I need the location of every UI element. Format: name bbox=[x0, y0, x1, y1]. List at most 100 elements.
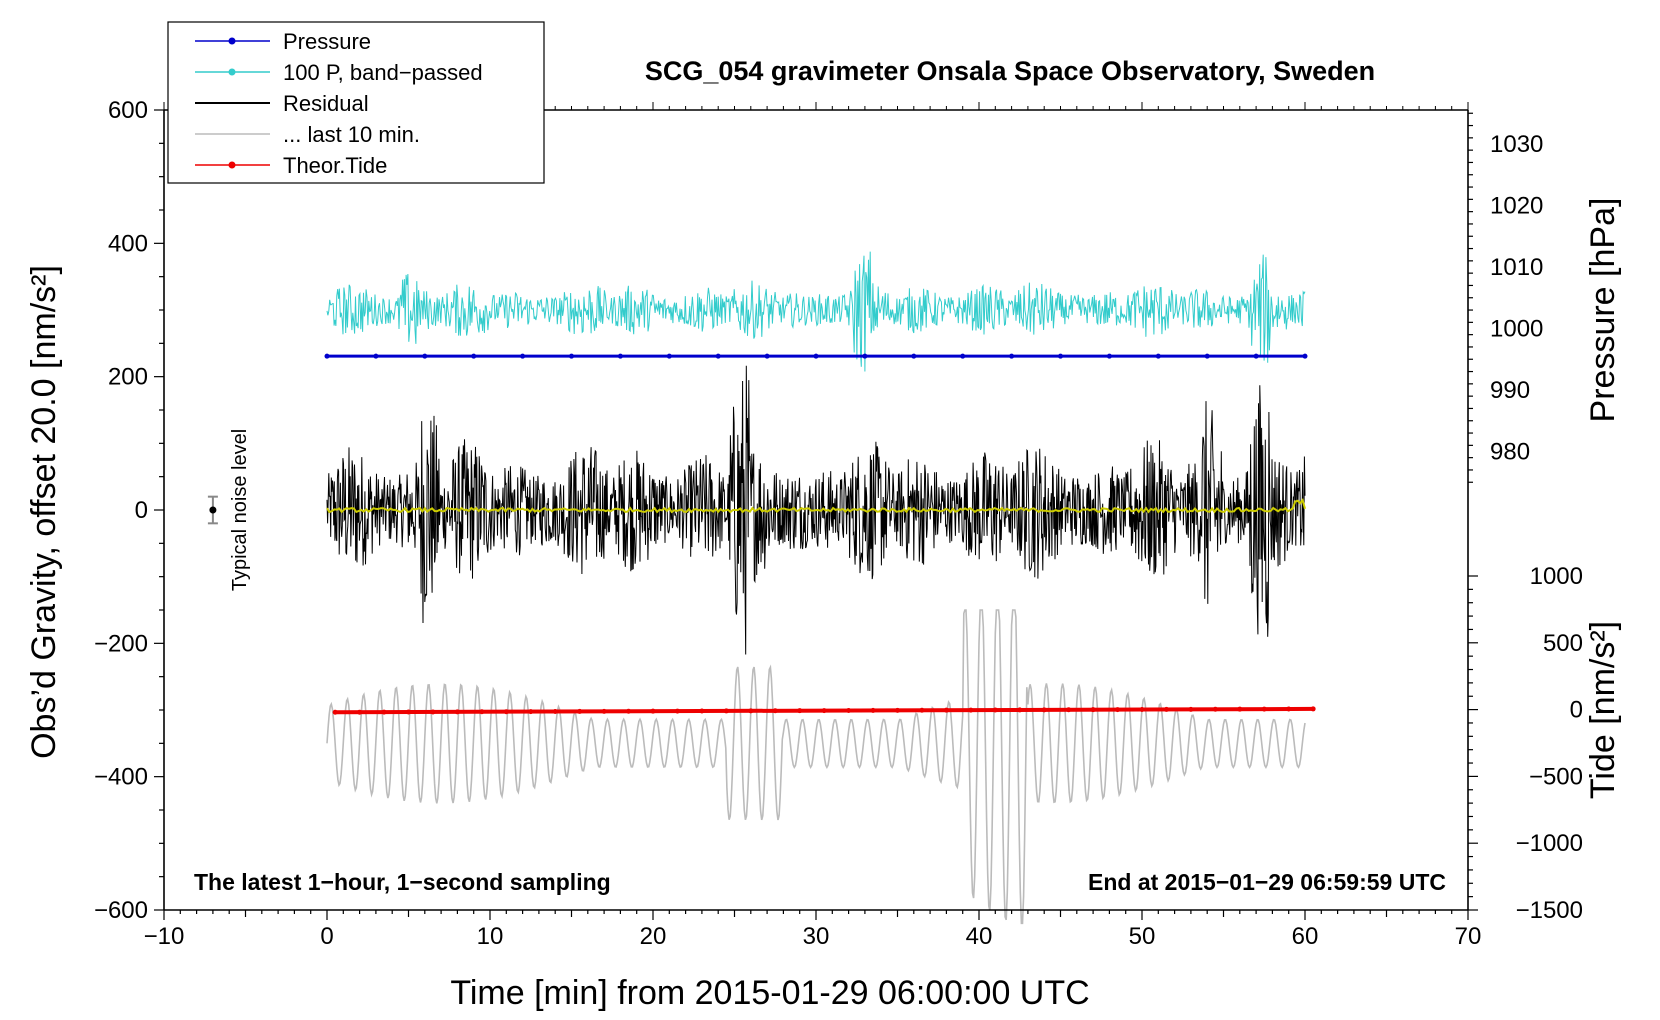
pressure-tick-label: 1010 bbox=[1490, 254, 1543, 281]
series-pressure-point bbox=[1106, 353, 1112, 359]
y-axis-label-tide: Tide [nm/s²] bbox=[1584, 621, 1622, 799]
y-tick-label: −400 bbox=[94, 764, 148, 791]
series-pressure-point bbox=[666, 353, 672, 359]
y-tick-label: −600 bbox=[94, 897, 148, 924]
series-tide-point bbox=[919, 707, 925, 713]
series-tide-point bbox=[332, 709, 338, 715]
series-tide-point bbox=[1261, 706, 1267, 712]
legend-label: Residual bbox=[283, 91, 369, 116]
series-tide-point bbox=[895, 707, 900, 713]
series-tide-point bbox=[1237, 706, 1243, 712]
pressure-tick-label: 1030 bbox=[1490, 131, 1543, 158]
series-pressure-point bbox=[960, 353, 966, 359]
annotation-bottom-left: The latest 1−hour, 1−second sampling bbox=[194, 869, 611, 895]
series-tide-point bbox=[552, 709, 558, 715]
series-tide-point bbox=[528, 709, 534, 715]
series-tide-point bbox=[699, 708, 705, 714]
y-tick-label: 400 bbox=[108, 230, 148, 257]
series-tide-point bbox=[577, 708, 583, 714]
series-tide-point bbox=[846, 708, 852, 714]
series-bandpassed-line bbox=[326, 251, 1306, 372]
series-pressure-point bbox=[617, 353, 623, 359]
x-tick-label: 40 bbox=[966, 923, 993, 950]
series-pressure-point bbox=[1204, 353, 1210, 359]
legend-label: 100 P, band−passed bbox=[283, 60, 483, 85]
chart-title: SCG_054 gravimeter Onsala Space Observat… bbox=[645, 56, 1375, 86]
series-tide-point bbox=[430, 709, 436, 715]
series-tide-point bbox=[1139, 707, 1145, 713]
legend-label: ... last 10 min. bbox=[283, 122, 420, 147]
annotation-bottom-right: End at 2015−01−29 06:59:59 UTC bbox=[1088, 869, 1446, 895]
series-pressure-point bbox=[1302, 353, 1308, 359]
x-tick-label: 50 bbox=[1129, 923, 1156, 950]
legend-label: Theor.Tide bbox=[283, 153, 387, 178]
x-tick-label: 0 bbox=[320, 923, 333, 950]
series-pressure-point bbox=[1058, 353, 1063, 359]
series-residual-smoothed-line bbox=[326, 498, 1306, 514]
series-pressure-point bbox=[324, 353, 330, 359]
tide-tick-label: −1000 bbox=[1516, 830, 1583, 857]
series-tide-point bbox=[723, 708, 729, 714]
series-tide-point bbox=[1212, 706, 1218, 712]
legend-marker bbox=[228, 37, 236, 45]
pressure-tick-label: 1020 bbox=[1490, 193, 1543, 220]
x-axis-label: Time [min] from 2015-01-29 06:00:00 UTC bbox=[450, 974, 1089, 1012]
tide-tick-label: 500 bbox=[1543, 630, 1583, 657]
y-tick-label: 0 bbox=[135, 497, 148, 524]
series-tide-point bbox=[1310, 706, 1316, 712]
series-pressure-point bbox=[813, 353, 819, 359]
series-layer bbox=[324, 251, 1316, 925]
series-pressure-point bbox=[1009, 353, 1015, 359]
x-tick-label: 10 bbox=[477, 923, 504, 950]
legend: Pressure 100 P, band−passed Residual ... la… bbox=[167, 21, 545, 184]
legend-marker bbox=[228, 161, 236, 169]
series-pressure-point bbox=[1253, 353, 1259, 359]
series-tide-point bbox=[357, 709, 363, 715]
noise-label: Typical noise level bbox=[229, 429, 251, 591]
series-pressure-point bbox=[764, 353, 770, 359]
y-axis-label-left: Obs’d Gravity, offset 20.0 [nm/s²] bbox=[25, 265, 63, 759]
pressure-tick-label: 1000 bbox=[1490, 316, 1543, 343]
x-tick-label: 70 bbox=[1455, 923, 1482, 950]
series-tide-point bbox=[1188, 706, 1194, 712]
series-tide-point bbox=[870, 707, 876, 713]
series-pressure-point bbox=[911, 353, 917, 359]
series-tide-point bbox=[1115, 707, 1121, 713]
series-tide-point bbox=[454, 709, 460, 715]
series-pressure-point bbox=[1155, 353, 1161, 359]
y-tick-label: 200 bbox=[108, 364, 148, 391]
series-tide-point bbox=[1066, 707, 1072, 713]
pressure-tick-label: 980 bbox=[1490, 439, 1530, 466]
series-pressure-point bbox=[373, 353, 379, 359]
series-tide-point bbox=[381, 709, 387, 715]
series-pressure-point bbox=[715, 353, 721, 359]
tide-tick-label: −1500 bbox=[1516, 897, 1583, 924]
series-tide-point bbox=[772, 708, 778, 714]
x-tick-label: −10 bbox=[144, 923, 185, 950]
series-tide-point bbox=[797, 708, 803, 714]
series-tide-point bbox=[748, 708, 754, 714]
noise-point bbox=[209, 506, 217, 514]
series-tide-point bbox=[1163, 706, 1169, 712]
series-tide-point bbox=[992, 707, 998, 713]
series-tide-point bbox=[479, 709, 485, 715]
series-tide-point bbox=[821, 708, 827, 714]
series-tide-point bbox=[406, 709, 411, 715]
y-axis-label-pressure: Pressure [hPa] bbox=[1584, 198, 1622, 423]
y-tick-label: 600 bbox=[108, 97, 148, 124]
series-pressure-point bbox=[422, 353, 428, 359]
y-tick-label: −200 bbox=[94, 630, 148, 657]
x-tick-label: 60 bbox=[1292, 923, 1319, 950]
pressure-tick-label: 990 bbox=[1490, 377, 1530, 404]
series-pressure-point bbox=[569, 353, 574, 359]
series-tide-point bbox=[943, 707, 949, 713]
x-tick-label: 20 bbox=[640, 923, 667, 950]
series-pressure-point bbox=[520, 353, 526, 359]
series-tide-point bbox=[650, 708, 656, 714]
series-tide-point bbox=[503, 709, 509, 715]
series-tide-point bbox=[1041, 707, 1047, 713]
series-tide-point bbox=[1017, 707, 1023, 713]
series-tide-point bbox=[1090, 707, 1096, 713]
legend-marker bbox=[228, 68, 236, 76]
